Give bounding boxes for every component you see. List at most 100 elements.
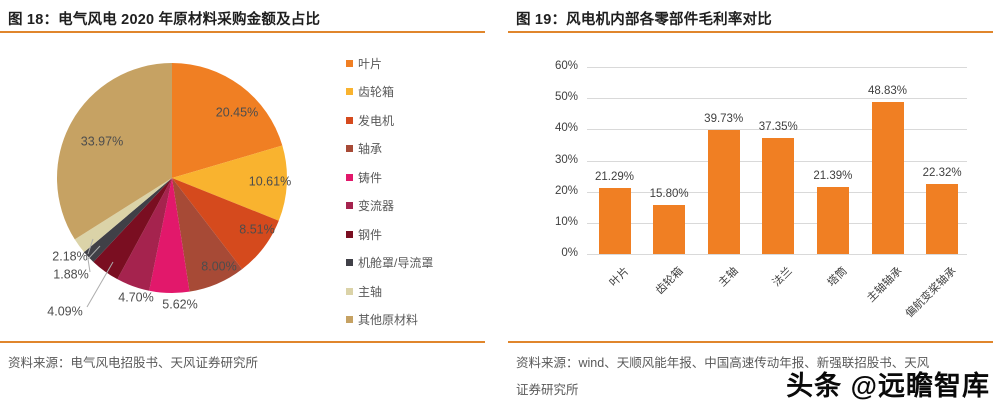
legend-item-0: 叶片: [346, 49, 486, 78]
pie-value-label-8: 2.18%: [52, 249, 87, 263]
legend-swatch-icon: [346, 59, 353, 67]
legend-item-2: 发电机: [346, 106, 486, 135]
x-category-label-5: 主轴轴承: [864, 265, 905, 305]
pie-leader-line-0: [86, 261, 114, 308]
pie-value-label-5: 4.70%: [118, 290, 153, 304]
x-category-label-2: 主轴: [716, 265, 741, 290]
bar-value-label-1: 15.80%: [649, 187, 689, 200]
legend-label: 铸件: [358, 170, 383, 185]
figure-19-title: 图 19：风电机内部各零部件毛利率对比: [508, 0, 993, 33]
legend-swatch-icon: [346, 316, 353, 324]
legend-swatch-icon: [346, 173, 353, 181]
bar-value-label-0: 21.29%: [594, 170, 634, 183]
legend-swatch-icon: [346, 287, 353, 295]
legend-label: 其他原材料: [358, 313, 419, 328]
legend-swatch-icon: [346, 202, 353, 210]
pie-value-label-9: 33.97%: [81, 134, 123, 148]
bar-value-label-3: 37.35%: [758, 120, 798, 133]
y-tick-50%: 50%: [554, 91, 578, 104]
bar-value-label-2: 39.73%: [704, 113, 744, 126]
bar-叶片: [598, 187, 631, 254]
pie-slice-1: [172, 145, 287, 221]
legend-item-5: 变流器: [346, 192, 486, 221]
bar-齿轮箱: [653, 204, 686, 254]
legend-item-6: 钢件: [346, 220, 486, 249]
legend-item-1: 齿轮箱: [346, 78, 486, 107]
legend-label: 轴承: [358, 142, 383, 157]
pie-value-label-6: 4.09%: [47, 304, 82, 318]
pie-leader-line-1: [87, 245, 101, 273]
pie-value-label-1: 10.61%: [249, 174, 291, 188]
legend-item-7: 机舱罩/导流罩: [346, 249, 486, 278]
y-tick-10%: 10%: [554, 215, 578, 228]
gridline-40%: [587, 129, 967, 131]
figure-18-source: 资料来源：电气风电招股书、天风证券研究所: [0, 341, 485, 377]
pie-leader-line-2: [87, 238, 94, 255]
legend-label: 发电机: [358, 113, 395, 128]
legend-item-9: 其他原材料: [346, 306, 486, 335]
pie-legend: 叶片齿轮箱发电机轴承铸件变流器钢件机舱罩/导流罩 主轴其他原材料: [346, 49, 486, 334]
pie-value-label-4: 5.62%: [162, 297, 197, 311]
bar-value-label-6: 22.32%: [922, 167, 962, 180]
figure-19-source: 资料来源：wind、天顺风能年报、中国高速传动年报、新强联招股书、天风 证券研究…: [508, 341, 993, 404]
legend-item-8: 主轴: [346, 277, 486, 306]
figure-19-panel: 图 19：风电机内部各零部件毛利率对比 0% 10% 20% 30% 40% 50% 60%…: [508, 0, 993, 404]
figure-18-title: 图 18：电气风电 2020 年原材料采购金额及占比: [0, 0, 485, 33]
legend-label: 主轴: [358, 284, 383, 299]
y-tick-60%: 60%: [554, 60, 578, 72]
pie-slice-2: [172, 178, 279, 270]
pie-value-label-0: 20.45%: [216, 105, 258, 119]
pie-slice-0: [172, 63, 283, 178]
pie-slice-8: [74, 178, 172, 253]
bar-偏航变桨轴承: [926, 184, 959, 254]
legend-item-3: 轴承: [346, 135, 486, 164]
legend-swatch-icon: [346, 88, 353, 96]
x-category-label-3: 法兰: [770, 265, 795, 290]
pie-chart-area: 20.45% 10.61% 8.51% 8.00% 5.62% 4.70% 4.09% 1.8…: [0, 33, 485, 341]
bar-主轴: [707, 130, 740, 254]
legend-item-4: 铸件: [346, 163, 486, 192]
legend-label: 机舱罩/导流罩: [358, 256, 434, 271]
y-tick-30%: 30%: [554, 153, 578, 166]
figure-18-panel: 图 18：电气风电 2020 年原材料采购金额及占比 20.45% 10.61% 8…: [0, 0, 485, 377]
legend-swatch-icon: [346, 116, 353, 124]
bar-value-label-4: 21.39%: [813, 170, 853, 183]
bar-chart-area: 0% 10% 20% 30% 40% 50% 60% 21.29% 叶片 15.80% 齿轮箱 39.…: [508, 33, 993, 341]
pie-chart-svg: 20.45% 10.61% 8.51% 8.00% 5.62% 4.70% 4.09% 1.8…: [47, 62, 291, 318]
pie-value-label-3: 8.00%: [201, 259, 236, 273]
bar-value-label-5: 48.83%: [867, 84, 907, 97]
bar-塔筒: [816, 187, 849, 254]
legend-swatch-icon: [346, 230, 353, 238]
y-tick-40%: 40%: [554, 122, 578, 135]
x-category-label-4: 塔筒: [825, 265, 850, 290]
x-category-label-1: 齿轮箱: [653, 265, 686, 297]
y-tick-0%: 0%: [561, 247, 578, 259]
y-tick-20%: 20%: [554, 184, 578, 197]
pie-slice-3: [172, 178, 243, 292]
legend-label: 齿轮箱: [358, 85, 395, 100]
legend-label: 钢件: [358, 227, 383, 242]
gridline-50%: [587, 98, 967, 100]
pie-slice-7: [84, 178, 172, 262]
bar-法兰: [762, 137, 795, 254]
legend-label: 叶片: [358, 56, 383, 71]
pie-slice-9: [56, 62, 172, 240]
legend-swatch-icon: [346, 259, 353, 267]
x-category-label-0: 叶片: [607, 265, 632, 290]
pie-value-label-2: 8.51%: [239, 222, 274, 236]
gridline-0%: [587, 254, 967, 255]
gridline-60%: [587, 67, 967, 68]
pie-slice-5: [117, 178, 172, 291]
figure-19-source-line-2: 证券研究所: [516, 383, 579, 397]
figure-19-source-line-1: 资料来源：wind、天顺风能年报、中国高速传动年报、新强联招股书、天风: [516, 356, 930, 370]
legend-label: 变流器: [358, 199, 395, 214]
x-category-label-6: 偏航变桨轴承: [903, 265, 959, 321]
pie-slice-6: [93, 178, 172, 280]
pie-slice-4: [149, 178, 190, 294]
bar-主轴轴承: [871, 101, 904, 254]
pie-value-label-7: 1.88%: [53, 267, 88, 281]
legend-swatch-icon: [346, 145, 353, 153]
figure-18-source-line: 资料来源：电气风电招股书、天风证券研究所: [8, 356, 259, 370]
watermark: 头条 @远瞻智库: [786, 371, 990, 401]
